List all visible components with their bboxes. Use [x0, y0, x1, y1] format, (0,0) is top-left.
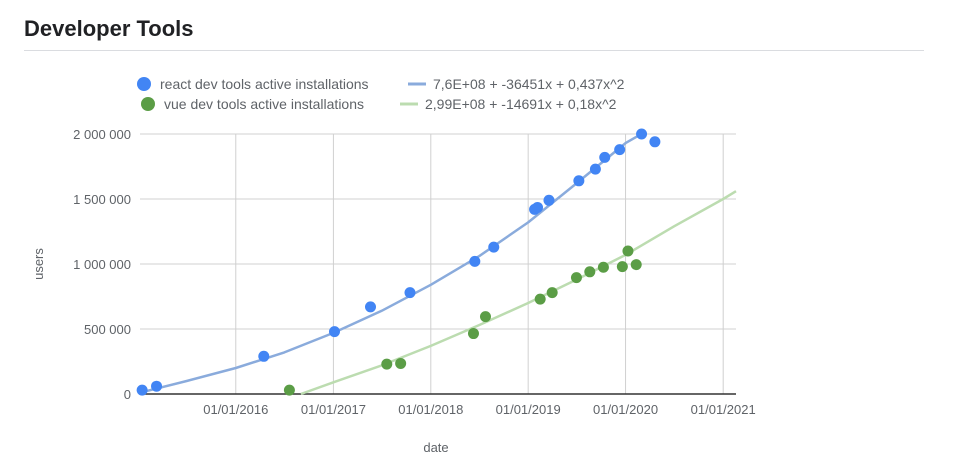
react-data-point[interactable] — [404, 287, 416, 299]
x-tick-label: 01/01/2020 — [593, 402, 658, 417]
legend-label-react: react dev tools active installations — [160, 76, 369, 92]
vue-data-point[interactable] — [584, 266, 596, 278]
x-tick-label: 01/01/2016 — [203, 402, 268, 417]
react-data-point[interactable] — [543, 194, 555, 206]
react-data-point[interactable] — [328, 326, 340, 338]
react-data-point[interactable] — [258, 350, 270, 362]
react-data-point[interactable] — [599, 151, 611, 163]
legend-marker-vue — [141, 97, 155, 111]
trendline-vue — [300, 190, 737, 396]
vue-data-point[interactable] — [597, 261, 609, 273]
y-tick-label: 1 500 000 — [73, 192, 131, 207]
page-title: Developer Tools — [24, 16, 194, 41]
legend-item-react[interactable]: react dev tools active installations — [137, 76, 369, 92]
x-tick-label: 01/01/2017 — [301, 402, 366, 417]
legend-label-vue-trend: 2,99E+08 + -14691x + 0,18x^2 — [425, 96, 617, 112]
legend-item-vue-trend[interactable]: 2,99E+08 + -14691x + 0,18x^2 — [400, 96, 617, 112]
y-tick-label: 500 000 — [84, 322, 131, 337]
trendline-react — [139, 132, 642, 394]
x-tick-label: 01/01/2021 — [691, 402, 756, 417]
x-tick-label: 01/01/2019 — [496, 402, 561, 417]
axis-ticks: 01/01/2016 01/01/2017 01/01/2018 01/01/2019… — [73, 127, 756, 417]
legend-item-react-trend[interactable]: 7,6E+08 + -36451x + 0,437x^2 — [408, 76, 625, 92]
react-data-point[interactable] — [469, 255, 481, 267]
y-tick-label: 0 — [124, 387, 131, 402]
y-axis-title: users — [31, 248, 46, 280]
legend-marker-react — [137, 77, 151, 91]
y-tick-label: 2 000 000 — [73, 127, 131, 142]
vue-data-point[interactable] — [479, 311, 491, 323]
react-data-point[interactable] — [636, 128, 648, 140]
legend: react dev tools active installations 7,6… — [137, 76, 625, 112]
react-data-point[interactable] — [488, 241, 500, 253]
vue-data-point[interactable] — [616, 261, 628, 273]
legend-label-vue: vue dev tools active installations — [164, 96, 364, 112]
legend-item-vue[interactable]: vue dev tools active installations — [141, 96, 364, 112]
vue-data-point[interactable] — [630, 259, 642, 271]
react-data-point[interactable] — [365, 301, 377, 313]
vue-data-point[interactable] — [467, 328, 479, 340]
react-data-point[interactable] — [589, 163, 601, 175]
x-axis-title: date — [423, 440, 448, 455]
react-data-point[interactable] — [614, 144, 626, 156]
gridlines — [140, 133, 736, 395]
x-tick-label: 01/01/2018 — [398, 402, 463, 417]
vue-data-point[interactable] — [534, 293, 546, 305]
vue-data-point[interactable] — [283, 384, 295, 396]
vue-data-point[interactable] — [546, 287, 558, 299]
vue-data-point[interactable] — [395, 357, 407, 369]
y-tick-label: 1 000 000 — [73, 257, 131, 272]
title-divider — [24, 50, 924, 51]
vue-data-point[interactable] — [381, 358, 393, 370]
vue-data-point[interactable] — [622, 245, 634, 257]
trendlines — [139, 132, 737, 396]
legend-label-react-trend: 7,6E+08 + -36451x + 0,437x^2 — [433, 76, 625, 92]
react-data-point[interactable] — [573, 175, 585, 187]
react-data-point[interactable] — [532, 201, 544, 213]
vue-data-point[interactable] — [570, 272, 582, 284]
data-points — [136, 128, 661, 396]
react-data-point[interactable] — [136, 384, 148, 396]
react-data-point[interactable] — [151, 380, 163, 392]
react-data-point[interactable] — [649, 136, 661, 148]
